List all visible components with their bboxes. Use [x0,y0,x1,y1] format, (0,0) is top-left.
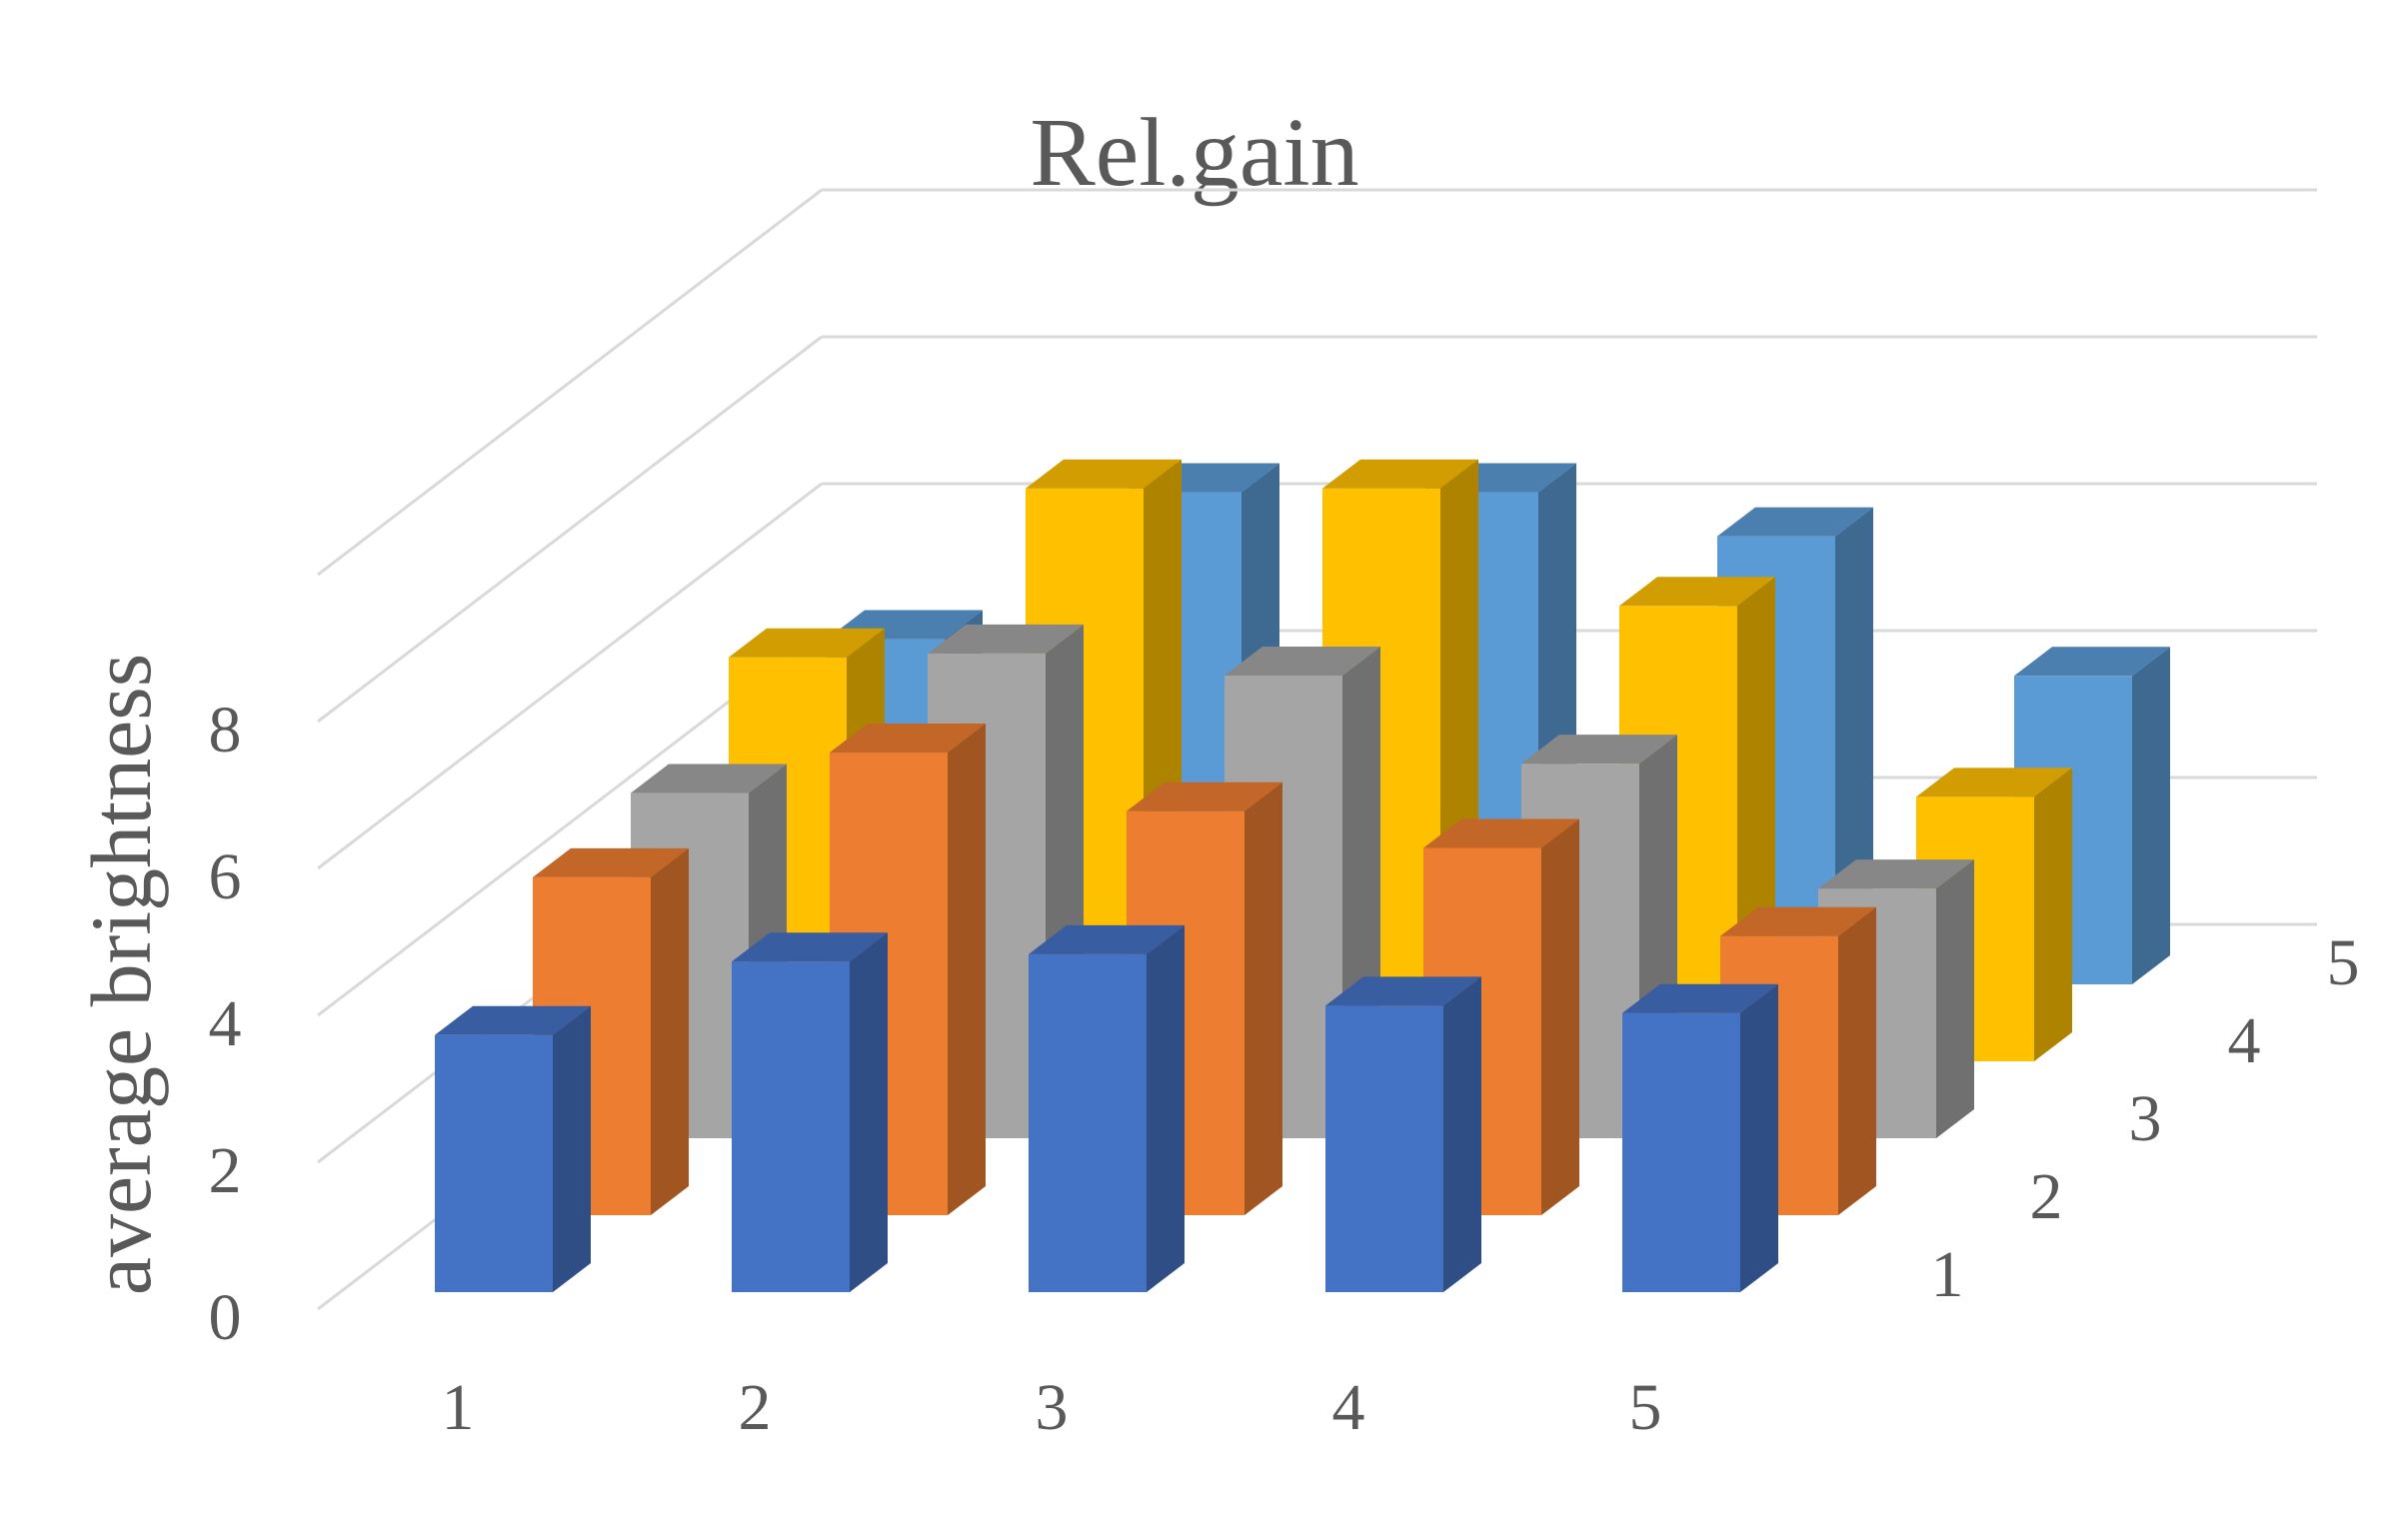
bar-top-face [1029,924,1185,954]
bar-top-face [729,628,885,658]
bar-side-face [1244,781,1282,1215]
x-tick-label: 4 [1332,1371,1365,1444]
bar-top-face [1717,507,1873,537]
bar-top-face [2014,647,2170,677]
bar-side-face [1147,924,1185,1292]
bar-side-face [948,723,986,1215]
bar-front-face [435,1034,553,1292]
bar-side-face [553,1005,591,1292]
bar-side-face [651,847,689,1215]
bar-series-1-cat-1 [435,1005,591,1292]
depth-tick-label: 1 [1931,1238,1964,1311]
bar-top-face [1916,767,2072,797]
x-tick-label: 5 [1629,1371,1662,1444]
bar-top-face [928,624,1084,654]
grid-line-left-wall [317,335,823,724]
y-tick-label: 8 [209,694,242,766]
bar-series-2-cat-5 [1720,906,1876,1215]
bar-top-face [1127,781,1282,811]
bar-series-1-cat-5 [1622,983,1778,1292]
bar-side-face [2132,647,2170,984]
bar-top-face [1720,906,1876,936]
bar-top-face [435,1005,591,1035]
x-ticks: 1 2 3 4 5 [442,1371,1662,1444]
bar-top-face [631,763,787,793]
bar-side-face [1838,906,1876,1215]
bar-side-face [850,932,888,1292]
bar-side-face [1936,859,1974,1138]
x-tick-label: 2 [739,1371,772,1444]
bar-top-face [732,932,888,962]
x-tick-label: 1 [442,1371,475,1444]
bar-front-face [1622,1012,1740,1292]
bar-top-face [1619,577,1775,607]
y-tick-label: 6 [209,840,242,913]
bar-side-face [1541,818,1579,1215]
y-tick-label: 0 [209,1281,242,1354]
bar-series-1-cat-3 [1029,924,1185,1292]
bar-top-face [1818,859,1974,889]
bar-series-1-cat-4 [1325,976,1481,1292]
bar-top-face [533,847,689,877]
x-tick-label: 3 [1036,1371,1069,1444]
depth-tick-label: 5 [2327,926,2360,999]
bar-side-face [1443,976,1481,1292]
bar-front-face [1325,1005,1443,1292]
bar-top-face [1224,646,1380,676]
bar-side-face [1740,983,1778,1292]
bar-top-face [1622,983,1778,1013]
bar-front-face [1029,953,1147,1292]
bar-side-face [2034,767,2072,1061]
bar-top-face [1325,976,1481,1006]
bar-top-face [1026,459,1182,489]
bar-top-face [1322,459,1478,489]
y-ticks: 0 2 4 6 8 [209,694,242,1354]
bar-front-face [732,961,850,1292]
depth-tick-label: 2 [2030,1160,2063,1233]
grid-line-left-wall [317,188,823,577]
depth-tick-label: 4 [2228,1004,2261,1077]
grid-line-left-wall [317,482,823,870]
bar-top-face [1423,818,1579,848]
bar-top-face [1521,735,1677,764]
y-tick-label: 4 [209,987,242,1060]
bars [435,459,2170,1292]
y-axis-label: average brightness [73,654,169,1295]
depth-tick-label: 3 [2129,1082,2162,1155]
bar-top-face [830,723,986,753]
bar-series-1-cat-2 [732,932,888,1292]
y-tick-label: 2 [209,1134,242,1207]
